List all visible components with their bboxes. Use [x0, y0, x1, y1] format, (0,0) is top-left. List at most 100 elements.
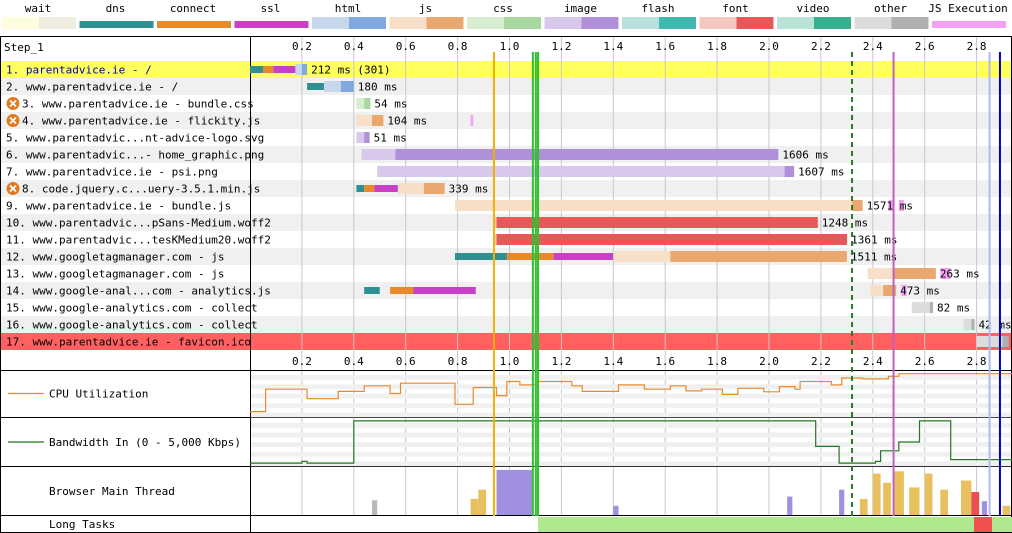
bar-wait	[455, 200, 853, 211]
legend-label: JS Execution	[928, 2, 1007, 15]
legend-label: connect	[170, 2, 216, 15]
request-timing: 339 ms	[449, 183, 489, 196]
bar-dns	[307, 83, 324, 90]
x-tick-label-top: 0.6	[396, 40, 416, 53]
request-label: 17. www.parentadvice.ie - favicon.ico	[6, 336, 251, 349]
bar-wait	[356, 115, 372, 126]
x-tick-label-top: 2.2	[811, 40, 831, 53]
x-tick-label-top: 1.4	[603, 40, 623, 53]
main-thread-activity	[981, 501, 987, 515]
bar-wait	[377, 166, 785, 177]
panel-band	[251, 375, 1011, 380]
x-tick-label-bottom: 2.2	[811, 355, 831, 368]
bar-wait	[911, 302, 930, 313]
x-tick-label-top: 2.8	[967, 40, 987, 53]
request-label: 1. parentadvice.ie - /	[6, 64, 152, 77]
bar-download	[893, 268, 936, 279]
request-label: 4. www.parentadvice.ie - flickity.js	[22, 115, 260, 128]
bar-download	[340, 81, 354, 92]
step-label: Step_1	[4, 41, 44, 54]
row-background	[1, 299, 1011, 316]
main-thread-activity	[839, 489, 845, 515]
blocking-icon-cross	[9, 184, 17, 193]
bar-js-execution	[470, 115, 474, 126]
request-timing: 54 ms	[374, 98, 407, 111]
request-timing: 180 ms	[358, 81, 398, 94]
bar-js-execution	[898, 200, 904, 211]
legend-swatch	[157, 21, 231, 28]
row-background	[1, 112, 1011, 129]
request-label: 9. www.parentadvice.ie - bundle.js	[6, 200, 231, 213]
row-background	[1, 333, 1011, 350]
bar-wait	[323, 81, 341, 92]
bar-download	[395, 149, 779, 160]
row-background	[1, 282, 1011, 299]
x-tick-label-bottom: 0.8	[448, 355, 468, 368]
main-thread-activity	[470, 498, 479, 515]
panel-band	[251, 403, 1011, 408]
request-timing: 104 ms	[387, 115, 427, 128]
blocking-icon-cross	[9, 99, 17, 108]
legend-swatch-light	[312, 17, 349, 29]
bar-download	[971, 319, 975, 330]
request-timing: 1606 ms	[782, 149, 828, 162]
x-tick-label-top: 0.2	[292, 40, 312, 53]
legend-swatch-dark	[814, 17, 851, 29]
x-tick-label-top: 2.6	[915, 40, 935, 53]
legend-label: html	[335, 2, 362, 15]
bar-wait	[356, 98, 365, 109]
panel-label: Long Tasks	[49, 518, 115, 531]
panel-band	[251, 442, 1011, 447]
request-label: 14. www.google-anal...com - analytics.js	[6, 285, 271, 298]
request-timing: 263 ms	[940, 268, 980, 281]
panel-band	[251, 412, 1011, 418]
legend-swatch-light	[2, 17, 39, 29]
bar-download	[496, 234, 848, 245]
legend-swatch-light	[777, 17, 814, 29]
x-tick-label-bottom: 2.0	[759, 355, 779, 368]
bar-wait	[356, 132, 365, 143]
request-label: 7. www.parentadvice.ie - psi.png	[6, 166, 218, 179]
x-tick-label-bottom: 1.6	[655, 355, 675, 368]
row-background	[1, 265, 1011, 282]
row-background	[1, 129, 1011, 146]
legend-label: flash	[641, 2, 674, 15]
x-tick-label-top: 0.8	[448, 40, 468, 53]
legend-swatch-light	[699, 17, 737, 29]
request-timing: 473 ms	[900, 285, 940, 298]
legend-swatch	[932, 21, 1006, 28]
legend-swatch-light	[854, 17, 892, 29]
legend-swatch-dark	[426, 17, 464, 29]
legend-swatch-light	[389, 17, 427, 29]
bar-wait	[870, 285, 884, 296]
x-tick-label-top: 1.2	[551, 40, 571, 53]
series-line	[250, 373, 1012, 413]
panel-band	[251, 423, 1011, 428]
series-line	[250, 420, 1012, 464]
bar-download	[784, 166, 795, 177]
x-tick-label-top: 1.0	[500, 40, 520, 53]
main-thread-activity	[371, 500, 378, 515]
main-thread-activity	[909, 487, 920, 515]
bar-download	[423, 183, 445, 194]
x-tick-label-top: 1.6	[655, 40, 675, 53]
main-thread-activity	[613, 505, 619, 515]
bar-download	[371, 115, 384, 126]
request-label: 16. www.google-analytics.com - collect	[6, 319, 258, 332]
bar-ssl	[273, 66, 296, 73]
bar-connect	[506, 253, 554, 260]
x-tick-label-bottom: 2.4	[863, 355, 883, 368]
main-thread-activity	[859, 498, 868, 515]
request-label: 5. www.parentadvic...nt-advice-logo.svg	[6, 132, 264, 145]
bar-js-execution	[940, 268, 951, 279]
bar-download	[1002, 336, 1009, 347]
panel-band	[251, 393, 1011, 399]
legend-label: image	[564, 2, 597, 15]
legend-label: font	[722, 2, 749, 15]
main-thread-activity	[940, 489, 949, 515]
x-tick-label-top: 0.4	[344, 40, 364, 53]
legend-swatch-dark	[504, 17, 541, 29]
bar-js-execution	[901, 285, 907, 296]
bar-dns	[364, 287, 380, 294]
